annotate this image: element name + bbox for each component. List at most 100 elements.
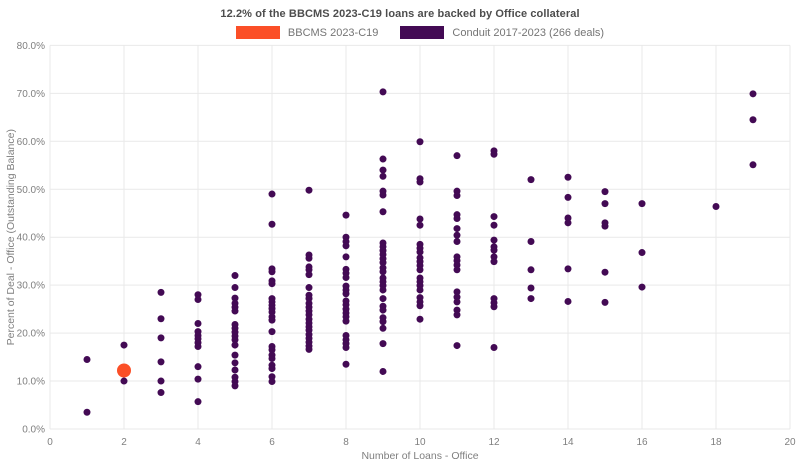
- conduit-data-point: [194, 291, 202, 299]
- conduit-data-point: [268, 268, 276, 276]
- conduit-data-point: [416, 178, 424, 186]
- conduit-data-point: [305, 295, 313, 303]
- y-tick-label: 80.0%: [17, 41, 45, 52]
- conduit-data-point: [416, 138, 424, 146]
- x-tick-label: 20: [784, 437, 796, 448]
- conduit-data-point: [157, 315, 165, 323]
- conduit-data-point: [379, 166, 387, 174]
- x-tick-label: 10: [414, 437, 426, 448]
- conduit-data-point: [157, 334, 165, 342]
- conduit-data-point: [379, 155, 387, 163]
- x-tick-label: 2: [121, 437, 127, 448]
- conduit-data-point: [379, 340, 387, 348]
- conduit-data-point: [453, 298, 461, 306]
- conduit-data-point: [564, 173, 572, 181]
- conduit-data-point: [453, 191, 461, 199]
- conduit-data-point: [342, 360, 350, 368]
- conduit-data-point: [231, 284, 239, 292]
- conduit-data-point: [490, 221, 498, 229]
- conduit-data-point: [527, 266, 535, 274]
- conduit-data-point: [379, 318, 387, 326]
- x-tick-label: 0: [47, 437, 53, 448]
- conduit-data-point: [453, 266, 461, 274]
- y-tick-label: 10.0%: [17, 377, 45, 388]
- conduit-data-point: [601, 268, 609, 276]
- conduit-data-point: [342, 211, 350, 219]
- y-tick-label: 40.0%: [17, 233, 45, 244]
- conduit-data-point: [601, 298, 609, 306]
- conduit-data-point: [379, 172, 387, 180]
- conduit-data-point: [601, 188, 609, 196]
- conduit-data-point: [342, 343, 350, 351]
- conduit-data-point: [379, 208, 387, 216]
- conduit-data-point: [638, 200, 646, 208]
- legend-item-conduit[interactable]: Conduit 2017-2023 (266 deals): [400, 26, 604, 39]
- conduit-data-point: [416, 302, 424, 310]
- conduit-data-point: [453, 231, 461, 239]
- conduit-data-point: [194, 320, 202, 328]
- legend-item-bbcms[interactable]: BBCMS 2023-C19: [235, 26, 378, 39]
- bbcms-swatch-icon: [235, 26, 280, 39]
- conduit-data-point: [564, 193, 572, 201]
- x-tick-label: 6: [269, 437, 275, 448]
- conduit-data-point: [268, 308, 276, 316]
- conduit-data-point: [157, 377, 165, 385]
- conduit-data-point: [490, 236, 498, 244]
- x-tick-label: 12: [488, 437, 500, 448]
- conduit-data-point: [416, 215, 424, 223]
- conduit-data-point: [157, 389, 165, 397]
- conduit-data-point: [379, 88, 387, 96]
- conduit-data-point: [231, 366, 239, 374]
- conduit-data-point: [231, 359, 239, 367]
- legend-label-conduit: Conduit 2017-2023 (266 deals): [452, 26, 605, 39]
- conduit-data-point: [564, 297, 572, 305]
- conduit-data-point: [453, 225, 461, 233]
- conduit-data-point: [490, 246, 498, 254]
- conduit-data-point: [120, 377, 128, 385]
- conduit-data-point: [342, 273, 350, 281]
- conduit-data-point: [305, 271, 313, 279]
- chart-title: 12.2% of the BBCMS 2023-C19 loans are ba…: [220, 8, 580, 20]
- y-tick-label: 0.0%: [22, 425, 45, 436]
- x-tick-label: 18: [710, 437, 722, 448]
- conduit-data-point: [268, 190, 276, 198]
- conduit-data-point: [749, 90, 757, 98]
- conduit-data-point: [379, 295, 387, 303]
- x-tick-label: 16: [636, 437, 648, 448]
- conduit-data-point: [194, 343, 202, 351]
- conduit-data-point: [268, 365, 276, 373]
- conduit-data-point: [453, 288, 461, 296]
- conduit-data-point: [379, 306, 387, 314]
- conduit-data-point: [231, 307, 239, 315]
- x-tick-label: 14: [562, 437, 574, 448]
- conduit-data-point: [379, 268, 387, 276]
- conduit-data-point: [527, 295, 535, 303]
- conduit-data-point: [379, 191, 387, 199]
- bbcms-data-point: [117, 363, 131, 378]
- x-axis-title: Number of Loans - Office: [361, 450, 478, 462]
- conduit-data-point: [379, 286, 387, 294]
- conduit-data-point: [638, 283, 646, 291]
- conduit-data-point: [564, 214, 572, 222]
- conduit-data-point: [490, 258, 498, 266]
- conduit-data-point: [268, 346, 276, 354]
- conduit-data-point: [453, 152, 461, 160]
- conduit-data-point: [157, 358, 165, 366]
- conduit-data-point: [490, 253, 498, 261]
- conduit-data-point: [490, 343, 498, 351]
- conduit-data-point: [416, 286, 424, 294]
- conduit-data-point: [83, 355, 91, 363]
- conduit-data-point: [268, 328, 276, 336]
- conduit-data-point: [231, 382, 239, 390]
- conduit-data-point: [231, 294, 239, 302]
- y-tick-label: 50.0%: [17, 185, 45, 196]
- conduit-data-point: [490, 150, 498, 158]
- conduit-data-point: [268, 280, 276, 288]
- conduit-data-point: [490, 303, 498, 311]
- conduit-data-point: [601, 200, 609, 208]
- conduit-data-point: [305, 284, 313, 292]
- conduit-data-point: [416, 315, 424, 323]
- conduit-data-point: [231, 336, 239, 344]
- conduit-data-point: [453, 306, 461, 314]
- conduit-data-point: [564, 219, 572, 227]
